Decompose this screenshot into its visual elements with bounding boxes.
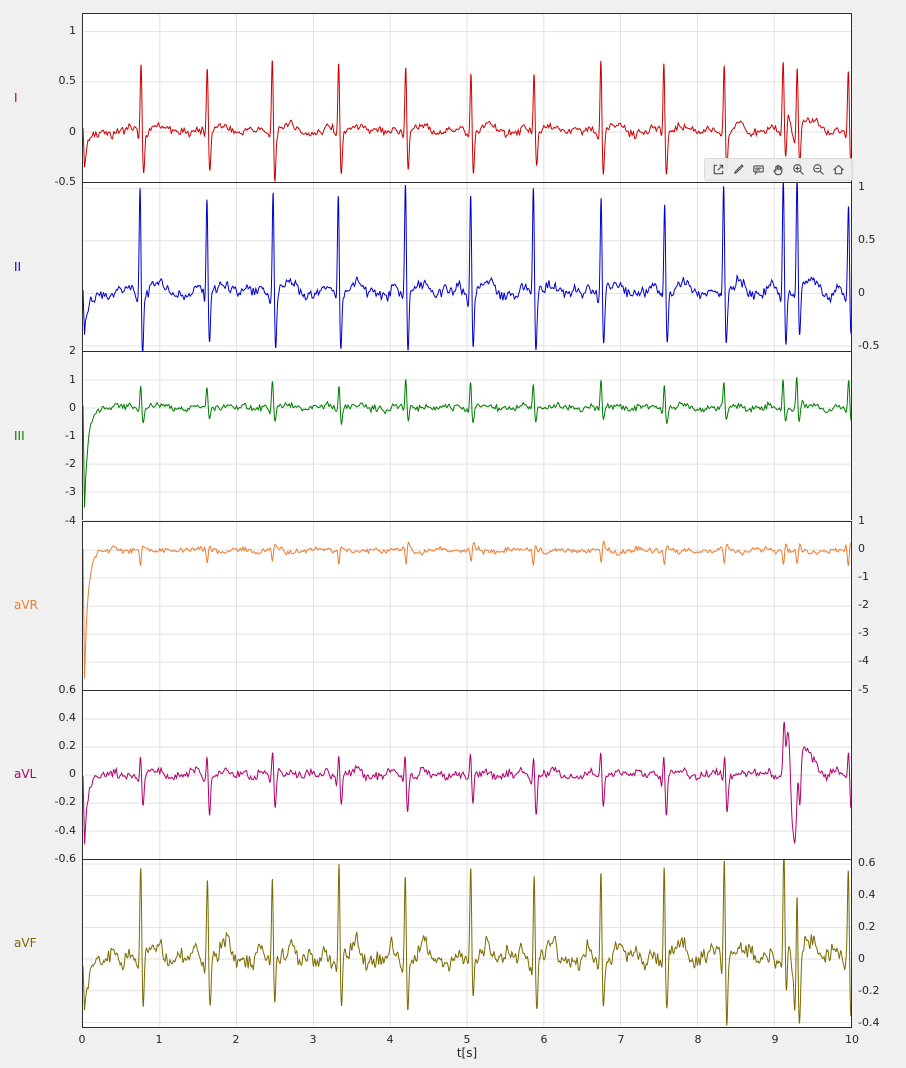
y-tick-label: -2 — [858, 598, 869, 612]
y-tick-label: -0.2 — [54, 795, 76, 809]
x-tick-label: 8 — [694, 1033, 702, 1046]
y-tick-label: 0.5 — [858, 233, 876, 247]
x-tick-label: 3 — [309, 1033, 317, 1046]
lead-trace-III — [83, 352, 851, 521]
panel-I[interactable] — [82, 13, 852, 183]
restore-view-icon[interactable] — [830, 161, 847, 178]
y-tick-label: -1 — [858, 569, 869, 583]
y-tick-label: 2 — [69, 344, 76, 358]
x-tick-label: 4 — [386, 1033, 394, 1046]
y-tick-label: 0 — [69, 400, 76, 414]
lead-trace-aVF — [83, 859, 851, 1027]
lead-label-I: I — [14, 90, 18, 105]
y-tick-label: -3 — [858, 626, 869, 640]
panel-III[interactable] — [82, 351, 852, 521]
x-tick-label: 1 — [155, 1033, 163, 1046]
y-tick-label: -4 — [65, 513, 76, 527]
x-tick-label: 6 — [540, 1033, 548, 1046]
x-tick-label: 10 — [845, 1033, 859, 1046]
y-tick-label: 1 — [858, 180, 865, 194]
y-tick-label: -2 — [65, 457, 76, 471]
y-tick-label: 0 — [858, 952, 865, 966]
panel-aVR[interactable] — [82, 520, 852, 690]
y-tick-label: 0 — [858, 286, 865, 300]
x-tick-label: 0 — [78, 1033, 86, 1046]
y-tick-label: 1 — [858, 513, 865, 527]
panel-II[interactable] — [82, 182, 852, 352]
brush-icon[interactable] — [730, 161, 747, 178]
y-tick-label: -4 — [858, 654, 869, 668]
lead-trace-aVR — [83, 521, 851, 690]
axes-toolbar — [704, 158, 853, 181]
y-tick-label: -0.4 — [54, 823, 76, 837]
y-tick-label: 0.6 — [58, 682, 77, 696]
lead-label-aVL: aVL — [14, 767, 37, 782]
lead-label-aVF: aVF — [14, 936, 37, 951]
y-tick-label: 0.6 — [858, 855, 876, 869]
datatips-icon[interactable] — [750, 161, 767, 178]
y-tick-label: 1 — [69, 372, 76, 386]
x-tick-label: 9 — [771, 1033, 779, 1046]
y-tick-label: -0.2 — [858, 984, 880, 998]
y-tick-label: -5 — [858, 682, 869, 696]
y-tick-label: 0 — [69, 124, 76, 138]
x-tick-label: 5 — [463, 1033, 471, 1046]
y-tick-label: -3 — [65, 485, 76, 499]
lead-label-III: III — [14, 428, 25, 443]
y-tick-label: 0 — [69, 767, 76, 781]
y-tick-label: -0.5 — [54, 175, 76, 189]
y-tick-label: 0.2 — [58, 739, 77, 753]
y-tick-label: 0.4 — [58, 710, 77, 724]
y-tick-label: -1 — [65, 428, 76, 442]
lead-label-II: II — [14, 259, 22, 274]
y-tick-label: 0 — [858, 541, 865, 555]
pan-icon[interactable] — [770, 161, 787, 178]
y-tick-label: 0.2 — [858, 919, 876, 933]
export-icon[interactable] — [710, 161, 727, 178]
lead-label-aVR: aVR — [14, 598, 38, 613]
y-tick-label: 0.5 — [58, 74, 77, 88]
panel-aVL[interactable] — [82, 689, 852, 859]
y-tick-label: 1 — [69, 23, 76, 37]
x-tick-label: 2 — [232, 1033, 240, 1046]
y-tick-label: -0.4 — [858, 1016, 880, 1030]
y-tick-label: 0.4 — [858, 887, 876, 901]
lead-trace-aVL — [83, 690, 851, 859]
zoom-in-icon[interactable] — [790, 161, 807, 178]
lead-trace-I — [83, 14, 851, 183]
panel-aVF[interactable] — [82, 858, 852, 1028]
y-tick-label: -0.6 — [54, 851, 76, 865]
lead-trace-II — [83, 183, 851, 352]
y-tick-label: -0.5 — [858, 339, 880, 353]
x-axis-label: t[s] — [456, 1046, 478, 1060]
zoom-out-icon[interactable] — [810, 161, 827, 178]
x-tick-label: 7 — [617, 1033, 625, 1046]
